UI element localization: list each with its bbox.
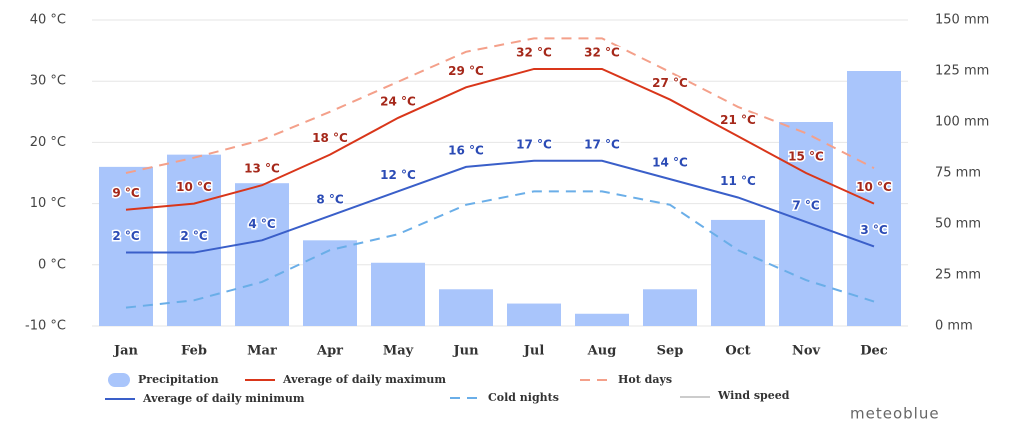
value-label: 4 °C [248,217,276,231]
x-tick-label: Jun [452,344,479,359]
y-tick-label: 10 °C [30,196,66,211]
value-label: 12 °C [380,168,416,182]
line [126,159,875,254]
x-tick-label: Mar [247,344,277,359]
y2-tick-label: 25 mm [935,268,981,283]
x-tick-label: Nov [792,344,821,359]
value-label: 7 °C [792,198,820,212]
value-label: 14 °C [652,156,688,170]
x-tick-label: Jan [113,344,139,359]
value-label: 24 °C [380,94,416,108]
legend-label: Average of daily minimum [142,392,305,405]
legend-label: Average of daily maximum [282,373,446,386]
y-tick-label: 30 °C [30,74,66,89]
y2-tick-label: 75 mm [935,166,981,181]
x-tick-label: Oct [725,344,750,359]
bar [575,313,629,326]
bar [439,289,493,326]
legend-label: Wind speed [717,389,790,402]
value-label: 15 °C [788,150,824,164]
value-label: 17 °C [516,137,552,151]
line [125,190,875,309]
bar [235,183,289,326]
x-tick-label: Feb [181,344,207,359]
x-tick-label: Apr [316,344,343,359]
y-tick-label: 0 °C [38,257,66,272]
watermark: meteoblue [850,405,940,423]
legend-label: Hot days [618,373,672,386]
value-label: 18 °C [312,131,348,145]
bars [99,71,901,326]
y2-tick-label: 0 mm [935,319,973,334]
bar [643,289,697,326]
x-tick-label: Dec [860,344,888,359]
value-label: 8 °C [316,192,344,206]
legend-swatch [108,373,130,387]
y-tick-label: 40 °C [30,13,66,28]
value-label: 29 °C [448,64,484,78]
value-label: 3 °C [860,223,888,237]
bar [779,122,833,326]
lines [125,37,875,309]
x-tick-label: Sep [657,344,684,359]
bar [711,219,765,326]
legend-label: Precipitation [138,373,219,386]
value-label: 13 °C [244,162,280,176]
value-label: 16 °C [448,143,484,157]
value-label: 17 °C [584,137,620,151]
bar [167,154,221,326]
value-label: 11 °C [720,174,756,188]
value-label: 32 °C [516,45,552,59]
grid [92,19,908,327]
labels: 9 °C 10 °C 13 °C 18 °C 24 °C 29 °C 32 °C 32 °C 2… [111,44,894,245]
x-tick-label: Jul [523,344,545,359]
x-tick-label: May [383,344,414,359]
x-tick-label: Aug [587,344,617,359]
value-label: 10 °C [856,180,892,194]
value-label: 10 °C [176,180,212,194]
y2-tick-label: 50 mm [935,217,981,232]
line [125,37,875,174]
line [125,67,875,211]
legend-label: Cold nights [488,391,559,404]
value-label: 21 °C [720,113,756,127]
value-label: 2 °C [180,229,208,243]
value-label: 9 °C [112,186,140,200]
bar [371,262,425,326]
value-label: 27 °C [652,76,688,90]
value-label: 2 °C [112,229,140,243]
y-tick-label: 20 °C [30,135,66,150]
bar [99,166,153,326]
y2-tick-label: 100 mm [935,115,989,130]
y2-tick-label: 125 mm [935,64,989,79]
bar [847,71,901,326]
y2-tick-label: 150 mm [935,13,989,28]
value-label: 32 °C [584,45,620,59]
y-tick-label: -10 °C [25,319,66,334]
bar [303,240,357,326]
bar [507,303,561,326]
